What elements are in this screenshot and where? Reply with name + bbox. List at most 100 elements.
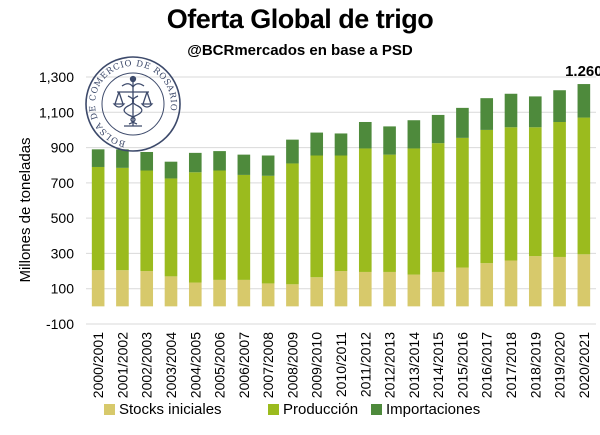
bar-segment-importaciones bbox=[116, 149, 129, 168]
bar-segment-importaciones bbox=[456, 107, 469, 138]
x-tick-label: 2015/2016 bbox=[454, 332, 470, 398]
x-tick-label: 2006/2007 bbox=[236, 332, 252, 398]
y-tick-label: 700 bbox=[51, 175, 75, 191]
bar-segment-importaciones bbox=[237, 154, 251, 175]
x-tick-label: 2014/2015 bbox=[430, 332, 446, 398]
legend-label: Importaciones bbox=[386, 401, 480, 418]
bar-segment-stocks-iniciales bbox=[431, 271, 445, 307]
legend-label: Stocks iniciales bbox=[119, 401, 222, 418]
y-axis-label: Millones de toneladas bbox=[17, 137, 34, 282]
bar-segment-producci-n bbox=[528, 127, 542, 257]
y-tick-label: 900 bbox=[51, 140, 75, 156]
bcr-seal-logo: BOLSA DE COMERCIO DE ROSARIO bbox=[85, 56, 181, 152]
bar-segment-producci-n bbox=[310, 155, 324, 278]
bar-segment-stocks-iniciales bbox=[553, 256, 566, 307]
bar-segment-producci-n bbox=[577, 117, 591, 255]
legend: Stocks iniciales Producción Importaciones bbox=[104, 401, 480, 418]
bar-segment-stocks-iniciales bbox=[480, 263, 494, 307]
x-tick-label: 2020/2021 bbox=[576, 332, 592, 398]
bar-segment-stocks-iniciales bbox=[188, 282, 202, 307]
bar-segment-stocks-iniciales bbox=[577, 254, 591, 307]
x-tick-label: 2010/2011 bbox=[333, 332, 349, 397]
x-tick-label: 2018/2019 bbox=[527, 332, 543, 398]
bar-segment-importaciones bbox=[553, 90, 566, 122]
bar-segment-stocks-iniciales bbox=[358, 271, 372, 307]
bar-segment-stocks-iniciales bbox=[261, 283, 275, 307]
bar-segment-importaciones bbox=[91, 149, 105, 167]
bar-segment-stocks-iniciales bbox=[456, 267, 469, 307]
caduceus-scales-icon bbox=[112, 75, 154, 127]
bars bbox=[91, 84, 591, 307]
y-tick-label: 1,100 bbox=[39, 104, 74, 120]
bar-segment-importaciones bbox=[431, 114, 445, 144]
bar-segment-stocks-iniciales bbox=[528, 256, 542, 307]
x-tick-label: 2003/2004 bbox=[163, 332, 179, 398]
bar-segment-importaciones bbox=[577, 84, 591, 118]
bar-segment-producci-n bbox=[407, 148, 421, 275]
bar-segment-stocks-iniciales bbox=[213, 279, 226, 307]
bar-segment-stocks-iniciales bbox=[91, 270, 105, 307]
bar-segment-producci-n bbox=[164, 178, 178, 277]
x-tick-label: 2017/2018 bbox=[503, 332, 519, 398]
bar-segment-producci-n bbox=[553, 121, 566, 257]
x-tick-label: 2012/2013 bbox=[382, 332, 398, 398]
bar-segment-importaciones bbox=[261, 155, 275, 176]
bar-segment-importaciones bbox=[188, 152, 202, 173]
x-tick-label: 2001/2002 bbox=[114, 332, 130, 398]
y-tick-label: 1,300 bbox=[39, 69, 74, 85]
y-tick-label: 100 bbox=[51, 281, 75, 297]
chart-title: Oferta Global de trigo bbox=[166, 4, 434, 34]
bar-segment-stocks-iniciales bbox=[140, 271, 154, 307]
x-tick-label: 2008/2009 bbox=[284, 332, 300, 398]
bar-segment-producci-n bbox=[286, 163, 299, 285]
bar-segment-stocks-iniciales bbox=[383, 271, 396, 307]
bar-segment-importaciones bbox=[164, 161, 178, 179]
x-tick-label: 2016/2017 bbox=[479, 332, 495, 398]
bar-segment-importaciones bbox=[480, 98, 494, 130]
bar-segment-producci-n bbox=[456, 137, 469, 268]
bar-segment-stocks-iniciales bbox=[334, 271, 348, 307]
seal-outer-ring bbox=[85, 56, 181, 152]
legend-swatch bbox=[104, 404, 115, 415]
bar-segment-producci-n bbox=[504, 127, 518, 261]
seal-inner-ring bbox=[101, 72, 165, 136]
bar-segment-producci-n bbox=[213, 170, 226, 280]
x-tick-label: 2000/2001 bbox=[90, 332, 106, 398]
bar-segment-producci-n bbox=[116, 167, 129, 271]
bar-segment-stocks-iniciales bbox=[164, 276, 178, 307]
chart-subtitle: @BCRmercados en base a PSD bbox=[187, 42, 413, 59]
bar-segment-stocks-iniciales bbox=[504, 260, 518, 307]
bar-segment-producci-n bbox=[188, 172, 202, 283]
legend-label: Producción bbox=[283, 401, 358, 418]
bar-segment-producci-n bbox=[431, 143, 445, 272]
data-label-total: 1.260 bbox=[565, 63, 600, 80]
bar-segment-importaciones bbox=[213, 151, 226, 171]
bar-segment-importaciones bbox=[528, 96, 542, 128]
bar-segment-producci-n bbox=[237, 174, 251, 280]
bar-segment-stocks-iniciales bbox=[310, 277, 324, 307]
bar-segment-stocks-iniciales bbox=[116, 270, 129, 307]
y-tick-label: 300 bbox=[51, 245, 75, 261]
legend-swatch bbox=[268, 404, 279, 415]
x-tick-label: 2019/2020 bbox=[552, 332, 568, 398]
bar-segment-stocks-iniciales bbox=[286, 284, 299, 307]
x-axis-ticks: 2000/2001 2001/2002 2002/2003 2003/2004 2004… bbox=[90, 332, 592, 398]
y-tick-label: 500 bbox=[51, 210, 75, 226]
bar-segment-importaciones bbox=[358, 121, 372, 149]
bar-segment-importaciones bbox=[334, 133, 348, 156]
x-tick-label: 2005/2006 bbox=[212, 332, 228, 398]
bar-segment-producci-n bbox=[140, 170, 154, 272]
bar-segment-producci-n bbox=[91, 166, 105, 271]
bar-segment-stocks-iniciales bbox=[407, 274, 421, 307]
bar-segment-importaciones bbox=[504, 93, 518, 128]
bar-segment-importaciones bbox=[310, 132, 324, 156]
bar-segment-producci-n bbox=[261, 175, 275, 284]
bar-segment-importaciones bbox=[286, 139, 299, 164]
y-tick-label: -100 bbox=[46, 316, 74, 332]
y-axis-ticks: -100 100 300 500 700 900 1,100 1,300 bbox=[39, 69, 74, 332]
bar-segment-producci-n bbox=[383, 154, 396, 272]
bar-segment-producci-n bbox=[480, 129, 494, 264]
x-tick-label: 2011/2012 bbox=[357, 332, 373, 397]
